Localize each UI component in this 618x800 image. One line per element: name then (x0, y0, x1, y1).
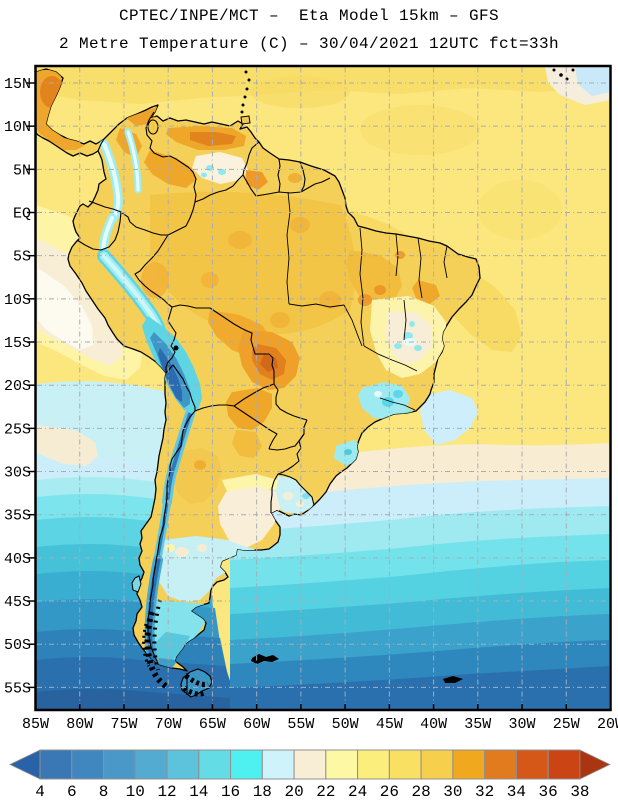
colorbar-label: 14 (189, 783, 208, 800)
colorbar-label: 36 (539, 783, 558, 800)
fjord-stipple (142, 599, 209, 697)
map-subtitle: 2 Metre Temperature (C) – 30/04/2021 12U… (58, 35, 560, 53)
lat-label: 50S (4, 637, 31, 654)
colorbar-label: 34 (507, 783, 526, 800)
antilles-islands (240, 68, 575, 114)
colorbar-label: 20 (284, 783, 303, 800)
lon-label: 65W (199, 716, 226, 733)
colorbar-label: 38 (570, 783, 589, 800)
andes-cold-band (97, 128, 195, 671)
chiloe-island (131, 575, 142, 593)
country-borders (76, 111, 331, 695)
colorbar-label: 4 (35, 783, 45, 800)
colorbar-cell (325, 749, 359, 780)
colorbar-cell (547, 749, 581, 780)
colorbar-label: 22 (316, 783, 335, 800)
lat-label: EQ (13, 206, 31, 223)
colorbar-cell (166, 749, 200, 780)
lon-label: 40W (420, 716, 447, 733)
map-frame (34, 64, 612, 712)
colorbar-label: 26 (380, 783, 399, 800)
colorbar-cell (484, 749, 517, 780)
lat-label: 45S (4, 594, 31, 611)
brazil-state-borders (286, 191, 448, 411)
colorbar-left-arrow (9, 749, 41, 780)
colorbar-cell (452, 749, 486, 780)
colorbar-cell (198, 749, 232, 780)
colorbar-label: 8 (99, 783, 109, 800)
colorbar-cell (103, 749, 136, 780)
lon-label: 20W (597, 716, 618, 733)
lon-label: 85W (22, 716, 49, 733)
lon-label: 45W (376, 716, 403, 733)
colorbar-cell (420, 749, 454, 780)
colorbar-cell (261, 749, 295, 780)
lon-label: 70W (155, 716, 182, 733)
lon-label: 75W (110, 716, 137, 733)
lake-maracaibo (147, 119, 159, 135)
map-canvas (36, 67, 609, 709)
lon-label: 30W (509, 716, 536, 733)
colorbar-label: 18 (253, 783, 272, 800)
lat-label: 35S (4, 508, 31, 525)
lon-label: 60W (243, 716, 270, 733)
colorbar-label: 16 (221, 783, 240, 800)
grid-lines (37, 67, 609, 709)
colorbar-label: 12 (157, 783, 176, 800)
colorbar-cell (388, 749, 422, 780)
lat-label: 30S (4, 465, 31, 482)
colorbar-label: 32 (475, 783, 494, 800)
longitude-axis: 85W 80W 75W 70W 65W 60W 55W 50W 45W 40W 35W 30W 25W 2… (22, 716, 618, 733)
south-georgia-island (443, 676, 463, 683)
colorbar-cell (134, 749, 168, 780)
colorbar-label: 28 (412, 783, 431, 800)
lat-label: 20S (4, 378, 31, 395)
colorbar-cell (230, 749, 263, 780)
lat-label: 40S (4, 551, 31, 568)
lon-label: 25W (553, 716, 580, 733)
lat-label: 5N (13, 162, 31, 179)
colorbar-cell (293, 749, 327, 780)
colorbar-cell (357, 749, 390, 780)
colorbar-right-arrow (579, 749, 611, 780)
temperature-colorbar: 4 6 8 10 12 14 16 18 20 22 24 26 28 30 32 34 36 38 (9, 749, 611, 800)
colorbar-label: 10 (126, 783, 145, 800)
colorbar-label: 30 (443, 783, 462, 800)
colorbar-label: 6 (67, 783, 77, 800)
lon-label: 50W (332, 716, 359, 733)
lat-label: 10N (4, 119, 31, 136)
lon-label: 55W (287, 716, 314, 733)
lat-label: 5S (13, 249, 31, 266)
lat-label: 25S (4, 421, 31, 438)
lat-label: 15N (4, 76, 31, 93)
trinidad-island (240, 115, 251, 125)
colorbar-cell (39, 749, 73, 780)
colorbar-cell (71, 749, 105, 780)
atlantic-cold-bands (230, 390, 609, 709)
lat-label: 55S (4, 680, 31, 697)
land-temperature-field (36, 70, 446, 671)
lat-label: 10S (4, 292, 31, 309)
lat-label: 15S (4, 335, 31, 352)
colorbar-label: 24 (348, 783, 367, 800)
colorbar-cell (515, 749, 549, 780)
falkland-islands (251, 654, 279, 664)
lon-label: 35W (464, 716, 491, 733)
latitude-axis: 15N 10N 5N EQ 5S 10S 15S 20S 25S 30S 35S 40S 45S 50S 5… (4, 76, 31, 697)
lon-label: 80W (66, 716, 93, 733)
map-title: CPTEC/INPE/MCT – Eta Model 15km – GFS (118, 7, 500, 25)
